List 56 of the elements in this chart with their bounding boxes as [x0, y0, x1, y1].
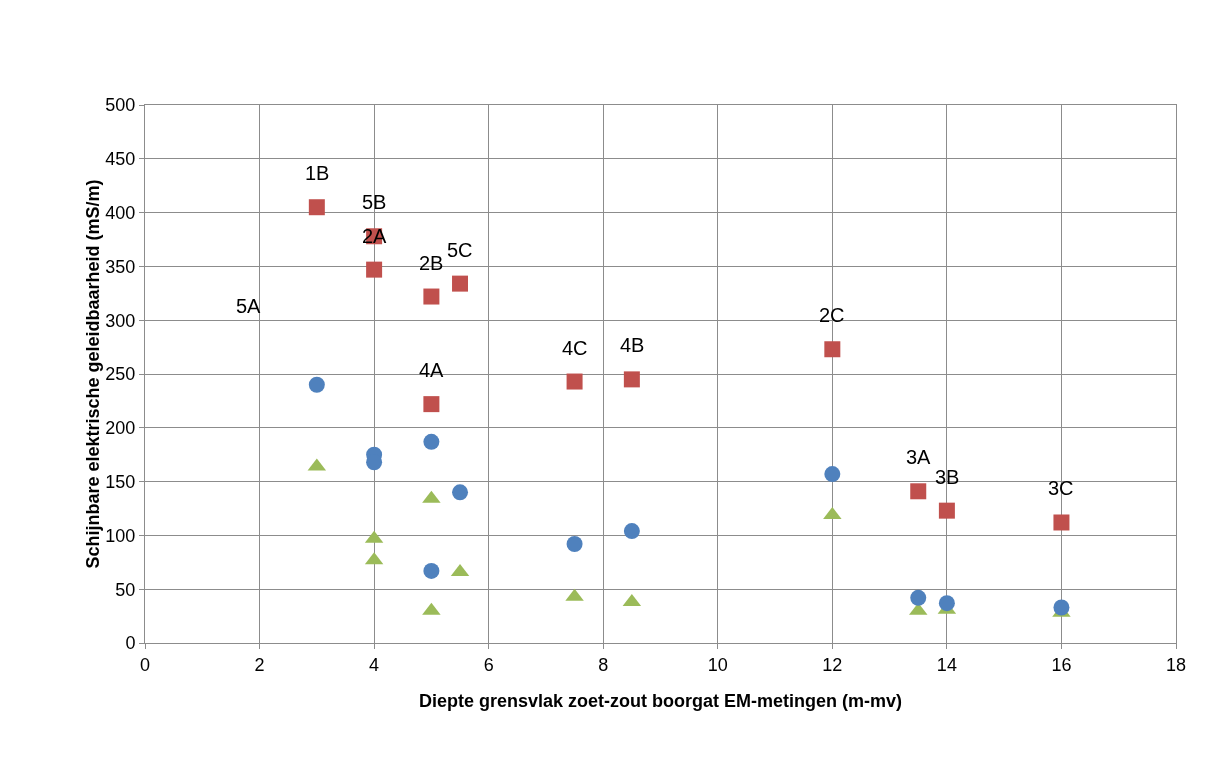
x-axis-title: Diepte grensvlak zoet-zout boorgat EM-metingen (m-mv): [418, 691, 903, 711]
point: [366, 261, 383, 278]
annotation: 4C: [562, 337, 588, 359]
annotation: 5C: [447, 239, 473, 261]
annotation: 2C: [819, 304, 845, 326]
y-tick-label: 150: [105, 471, 136, 492]
y-axis-title: Schijnbare elektrische geleidbaarheid (mS/m): [83, 179, 103, 569]
x-tick-label: 6: [483, 654, 494, 675]
point: [308, 376, 325, 393]
annotation: 4A: [419, 359, 445, 381]
x-tick-label: 8: [598, 654, 609, 675]
point: [423, 396, 440, 413]
x-tick-label: 18: [1165, 654, 1187, 675]
x-tick-label: 4: [369, 654, 380, 675]
y-tick-label: 200: [105, 418, 136, 439]
x-tick-label: 0: [139, 654, 151, 675]
point: [423, 288, 440, 305]
y-tick-label: 250: [105, 364, 136, 385]
y-tick-label: 50: [115, 579, 136, 600]
annotation: 2B: [419, 252, 444, 274]
point: [452, 484, 469, 501]
point: [566, 373, 583, 390]
annotation: 5A: [236, 295, 262, 317]
y-tick-label: 500: [105, 95, 136, 116]
x-tick-label: 14: [936, 654, 957, 675]
point: [938, 502, 955, 519]
x-tick-label: 2: [254, 654, 265, 675]
point: [308, 199, 325, 216]
point: [910, 589, 927, 606]
point: [1053, 599, 1070, 616]
y-tick-label: 100: [105, 525, 136, 546]
point: [824, 466, 841, 483]
annotation: 3B: [935, 466, 960, 488]
y-tick-label: 0: [125, 633, 136, 654]
annotation: 3A: [906, 446, 932, 468]
point: [824, 341, 841, 358]
point: [938, 595, 955, 612]
x-tick-label: 10: [707, 654, 728, 675]
y-tick-label: 350: [105, 256, 136, 277]
y-tick-label: 400: [105, 202, 136, 223]
annotation: 4B: [620, 334, 645, 356]
point: [566, 536, 583, 552]
point: [423, 562, 440, 579]
point: [452, 275, 469, 292]
annotation: 3C: [1048, 477, 1074, 499]
point: [423, 433, 440, 450]
y-tick-label: 450: [105, 149, 136, 170]
y-tick-label: 300: [105, 310, 136, 331]
point: [623, 523, 640, 540]
point: [1053, 514, 1070, 531]
annotation: 1B: [305, 162, 330, 184]
point: [910, 483, 927, 500]
annotation: 5B: [362, 191, 387, 213]
x-tick-label: 16: [1051, 654, 1072, 675]
point: [623, 371, 640, 388]
x-tick-label: 12: [822, 654, 843, 675]
